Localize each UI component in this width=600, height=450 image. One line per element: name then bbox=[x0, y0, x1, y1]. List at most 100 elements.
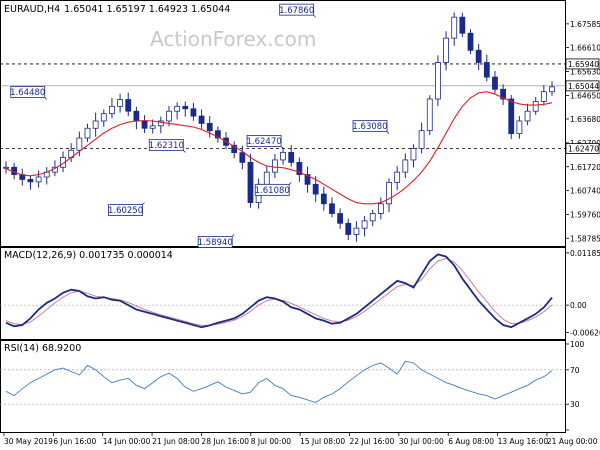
axes: 1.675851.666101.656301.646501.636801.627… bbox=[3, 20, 600, 446]
hline-label: 1.62470 bbox=[568, 144, 599, 153]
candle-body bbox=[353, 227, 360, 235]
price-plot: 1.64480 1.60250 1.62310 1.58940 1.62470 1.610… bbox=[0, 3, 566, 248]
candle-body bbox=[27, 179, 34, 183]
x-tick-label: 30 May 2019 bbox=[4, 437, 53, 446]
candle-body bbox=[190, 108, 197, 117]
candle-body bbox=[174, 105, 181, 112]
candle-body bbox=[475, 49, 482, 63]
candle-body bbox=[272, 159, 278, 173]
candle-body bbox=[410, 148, 417, 161]
callout-box bbox=[108, 204, 143, 216]
rsi-plot bbox=[0, 360, 566, 405]
macd-tick-label: 0.00 bbox=[570, 301, 587, 310]
candle-body bbox=[549, 86, 555, 93]
candle-body bbox=[304, 174, 311, 185]
price-tick-label: 1.66610 bbox=[570, 44, 600, 53]
candle-body bbox=[361, 220, 368, 229]
candle-body bbox=[508, 98, 515, 135]
candle-body bbox=[426, 98, 433, 132]
price-tick-label: 1.64650 bbox=[570, 91, 600, 100]
candle-body bbox=[92, 120, 99, 129]
price-tick-label: 1.67585 bbox=[570, 20, 600, 29]
candle-body bbox=[280, 151, 286, 161]
x-tick-label: 21 Jun 08:00 bbox=[152, 437, 200, 446]
callout-label: 1.64480 bbox=[10, 88, 45, 98]
callout-box bbox=[279, 3, 315, 16]
candle-body bbox=[149, 125, 156, 129]
callout-box bbox=[148, 138, 184, 151]
x-tick-label: 22 Jul 16:00 bbox=[349, 437, 394, 446]
candle-body bbox=[288, 151, 295, 163]
callout-label: 1.62470 bbox=[246, 137, 281, 147]
candle-body bbox=[247, 161, 254, 203]
candle-body bbox=[435, 62, 441, 100]
candle-body bbox=[459, 16, 466, 34]
candle-body bbox=[402, 159, 409, 173]
price-tick-label: 1.61720 bbox=[570, 163, 600, 172]
callout-label: 1.60250 bbox=[108, 206, 143, 216]
candle-body bbox=[182, 105, 189, 110]
x-tick-label: 8 Jul 00:00 bbox=[251, 437, 291, 446]
candle-body bbox=[443, 37, 449, 63]
candle-body bbox=[100, 113, 107, 122]
candle-body bbox=[84, 127, 91, 139]
rsi-tick-label: 100 bbox=[570, 340, 585, 349]
candle-body bbox=[467, 32, 474, 51]
hline-label: 1.65044 bbox=[568, 82, 599, 91]
price-panel-title: EURAUD,H4 1.65041 1.65197 1.64923 1.65044 bbox=[4, 4, 230, 15]
candle-body bbox=[369, 213, 376, 222]
candle-body bbox=[492, 76, 498, 90]
macd-series-macd bbox=[5, 253, 553, 329]
candle-body bbox=[166, 110, 172, 122]
candle-body bbox=[239, 152, 246, 163]
x-tick-label: 30 Jul 00:00 bbox=[399, 437, 444, 446]
macd-plot bbox=[0, 253, 566, 329]
callout-label: 1.62310 bbox=[149, 141, 184, 151]
price-tick-label: 1.60740 bbox=[570, 187, 600, 196]
candle-body bbox=[386, 181, 392, 205]
candle-body bbox=[3, 166, 9, 169]
x-tick-label: 6 Aug 08:00 bbox=[448, 437, 494, 446]
candle-body bbox=[157, 120, 164, 127]
candle-body bbox=[540, 91, 547, 102]
macd-tick-label: -0.006206 bbox=[570, 328, 600, 337]
candle-body bbox=[133, 110, 140, 122]
candle-body bbox=[394, 171, 401, 183]
callout-label: 1.63080 bbox=[352, 122, 387, 132]
candle-body bbox=[532, 101, 539, 112]
candle-body bbox=[516, 120, 523, 135]
candle-body bbox=[141, 120, 148, 129]
x-tick-label: 13 Aug 16:00 bbox=[498, 437, 549, 446]
macd-tick-label: 0.011856 bbox=[570, 249, 600, 258]
price-tick-label: 1.58785 bbox=[570, 234, 600, 243]
price-tick-label: 1.65630 bbox=[570, 67, 600, 76]
x-tick-label: 14 Jun 00:00 bbox=[103, 437, 151, 446]
candle-body bbox=[198, 115, 205, 124]
candle-body bbox=[524, 110, 531, 122]
callout-box bbox=[10, 86, 46, 98]
candle-body bbox=[263, 171, 270, 185]
candle-body bbox=[337, 213, 344, 224]
candle-body bbox=[214, 130, 221, 139]
macd-panel-frame bbox=[0, 247, 566, 340]
callout-box bbox=[246, 135, 282, 147]
candle-body bbox=[109, 105, 115, 115]
x-tick-label: 28 Jun 16:00 bbox=[201, 437, 249, 446]
rsi-tick-label: 70 bbox=[570, 366, 580, 375]
hline-label-box bbox=[565, 58, 600, 70]
candle-body bbox=[206, 122, 213, 132]
price-tick-label: 1.59760 bbox=[570, 211, 600, 220]
candle-body bbox=[117, 99, 123, 107]
candle-body bbox=[231, 144, 238, 154]
rsi-line bbox=[5, 360, 553, 403]
watermark: ActionForex.com bbox=[150, 27, 316, 51]
candle-body bbox=[345, 222, 352, 235]
candle-body bbox=[312, 183, 319, 195]
candle-body bbox=[320, 193, 327, 205]
x-tick-label: 21 Aug 00:00 bbox=[547, 437, 598, 446]
candle-body bbox=[418, 130, 425, 149]
candle-body bbox=[500, 88, 507, 100]
hline-label-box bbox=[565, 143, 600, 154]
candle-body bbox=[76, 137, 83, 151]
